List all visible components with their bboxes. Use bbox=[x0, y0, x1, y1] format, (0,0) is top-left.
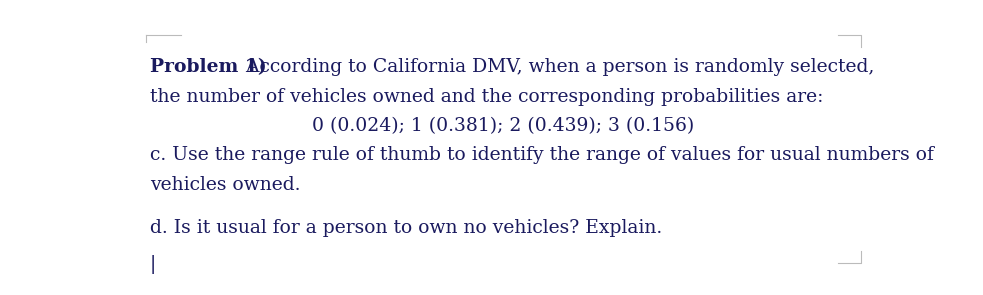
Text: the number of vehicles owned and the corresponding probabilities are:: the number of vehicles owned and the cor… bbox=[150, 88, 824, 106]
Text: vehicles owned.: vehicles owned. bbox=[150, 176, 301, 194]
Text: d. Is it usual for a person to own no vehicles? Explain.: d. Is it usual for a person to own no ve… bbox=[150, 219, 663, 237]
Text: Problem 1): Problem 1) bbox=[150, 58, 266, 76]
Text: According to California DMV, when a person is randomly selected,: According to California DMV, when a pers… bbox=[241, 58, 875, 76]
Text: c. Use the range rule of thumb to identify the range of values for usual numbers: c. Use the range rule of thumb to identi… bbox=[150, 146, 934, 164]
Text: 0 (0.024); 1 (0.381); 2 (0.439); 3 (0.156): 0 (0.024); 1 (0.381); 2 (0.439); 3 (0.15… bbox=[313, 117, 695, 135]
Text: |: | bbox=[150, 255, 156, 273]
